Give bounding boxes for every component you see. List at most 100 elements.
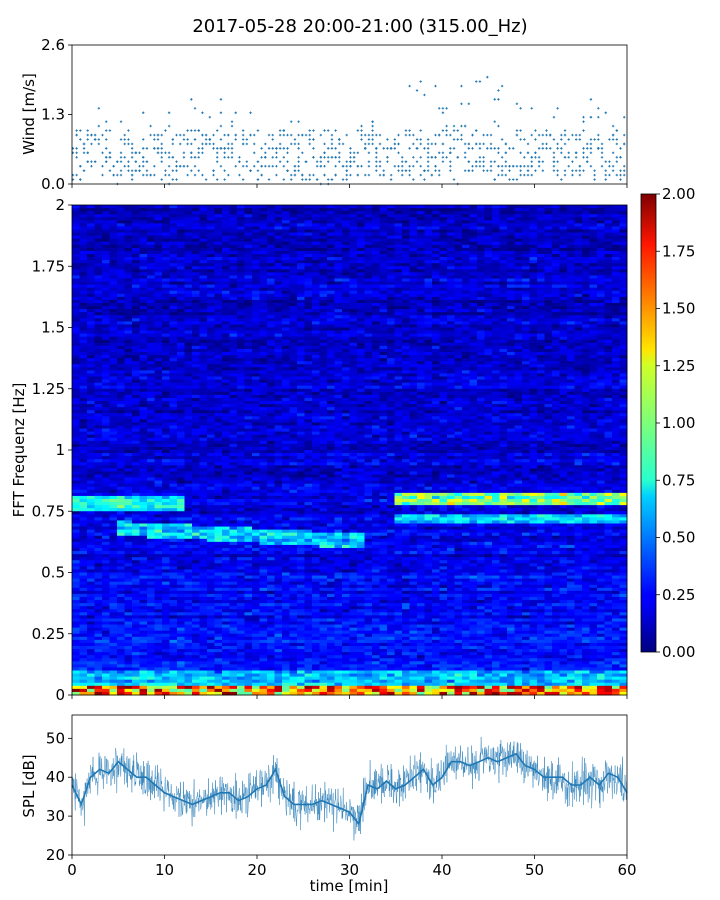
spectrogram-cell bbox=[109, 241, 118, 246]
spectrogram-cell bbox=[574, 355, 583, 359]
spectrogram-cell bbox=[514, 348, 523, 353]
spectrogram-cell bbox=[559, 226, 568, 230]
spectrogram-cell bbox=[402, 229, 410, 233]
spectrogram-cell bbox=[79, 287, 88, 292]
spectrogram-cell bbox=[319, 232, 328, 237]
wind-point bbox=[308, 138, 311, 141]
spectrogram-cell bbox=[372, 352, 380, 356]
spectrogram-cell bbox=[244, 254, 253, 258]
spectrogram-cell bbox=[244, 348, 253, 353]
spectrogram-cell bbox=[169, 254, 178, 258]
spectrogram-cell bbox=[372, 358, 380, 362]
spectrogram-cell bbox=[267, 269, 275, 273]
spectrogram-cell bbox=[177, 367, 185, 371]
spectrogram-cell bbox=[417, 275, 425, 279]
spectrogram-cell bbox=[394, 293, 403, 298]
spectrogram-cell bbox=[222, 269, 230, 273]
spectrogram-cell bbox=[394, 364, 403, 368]
spectrogram-cell bbox=[132, 352, 140, 356]
spectrogram-cell bbox=[529, 269, 538, 273]
spectrogram-cell bbox=[439, 241, 448, 246]
spectrogram-cell bbox=[87, 281, 95, 286]
spectrogram-cell bbox=[477, 235, 485, 240]
spectrogram-cell bbox=[417, 324, 425, 328]
wind-point bbox=[367, 164, 371, 168]
spectrogram-cell bbox=[192, 247, 200, 252]
spectrogram-cell bbox=[79, 208, 88, 212]
spectrogram-cell bbox=[297, 370, 305, 374]
wind-point bbox=[597, 138, 600, 141]
spectrogram-cell bbox=[357, 309, 365, 313]
spectrogram-cell bbox=[574, 211, 583, 215]
spectrogram-cell bbox=[267, 244, 275, 249]
spectrogram-cell bbox=[507, 208, 515, 212]
wind-point bbox=[164, 169, 167, 172]
spectrogram-cell bbox=[87, 330, 95, 335]
spectrogram-cell bbox=[124, 214, 133, 218]
spectrogram-cell bbox=[409, 309, 418, 313]
wind-point bbox=[97, 107, 101, 110]
spectrogram-cell bbox=[132, 296, 140, 301]
spectrogram-cell bbox=[529, 318, 538, 322]
spectrogram-cell bbox=[544, 232, 553, 237]
spectrogram-cell bbox=[117, 260, 125, 264]
spectrogram-cell bbox=[244, 260, 253, 264]
spectrogram-cell bbox=[252, 361, 260, 365]
wind-point bbox=[382, 147, 385, 150]
wind-point bbox=[119, 160, 123, 163]
wind-point bbox=[293, 169, 297, 172]
spectrogram-cell bbox=[259, 269, 268, 273]
spectrogram-cell bbox=[394, 260, 403, 264]
spectrogram-cell bbox=[282, 217, 290, 221]
spectrogram-cell bbox=[559, 284, 568, 289]
spectrogram-cell bbox=[132, 278, 140, 282]
spectrogram-cell bbox=[184, 260, 193, 264]
spectrogram-cell bbox=[177, 223, 185, 227]
spectrogram-cell bbox=[364, 235, 373, 240]
spectrogram-cell bbox=[454, 257, 463, 261]
spectrogram-cell bbox=[394, 284, 403, 289]
spectrogram-cell bbox=[147, 287, 155, 292]
spectrogram-cell bbox=[244, 205, 253, 209]
wind-point bbox=[204, 138, 208, 141]
spectrogram-cell bbox=[357, 290, 365, 295]
spectrogram-cell bbox=[349, 306, 358, 310]
spectrogram-cell bbox=[319, 272, 328, 276]
spectrogram-cell bbox=[597, 278, 605, 282]
spectrogram-cell bbox=[492, 327, 500, 331]
spectrogram-cell bbox=[364, 361, 373, 365]
spectrogram-cell bbox=[439, 211, 448, 215]
spectrogram-cell bbox=[289, 260, 298, 264]
spectrogram-cell bbox=[492, 220, 500, 224]
spectrogram-cell bbox=[619, 211, 628, 215]
spectrogram-cell bbox=[582, 211, 590, 215]
spectrogram-cell bbox=[132, 217, 140, 221]
spectrogram-cell bbox=[79, 220, 88, 224]
spectrogram-cell bbox=[462, 296, 470, 301]
wind-point bbox=[167, 164, 171, 168]
spectrogram-cell bbox=[162, 324, 170, 328]
spectrogram-cell bbox=[267, 321, 275, 325]
spectrogram-cell bbox=[447, 309, 455, 313]
spectrogram-cell bbox=[462, 269, 470, 273]
wind-point bbox=[79, 178, 82, 181]
wind-point bbox=[223, 169, 226, 172]
spectrogram-cell bbox=[454, 358, 463, 362]
spectrogram-cell bbox=[282, 260, 290, 264]
spectrogram-cell bbox=[102, 348, 110, 353]
spectrogram-cell bbox=[612, 269, 620, 273]
spectrogram-cell bbox=[372, 333, 380, 338]
spectrogram-cell bbox=[229, 214, 238, 218]
wind-point bbox=[79, 129, 82, 132]
wind-point bbox=[93, 133, 97, 137]
wind-point bbox=[600, 156, 604, 159]
spectrogram-cell bbox=[357, 223, 365, 227]
spectrogram-cell bbox=[582, 290, 590, 295]
spectrogram-cell bbox=[499, 327, 508, 331]
spectrogram-cell bbox=[304, 367, 313, 371]
spectrogram-cell bbox=[454, 348, 463, 353]
wind-point bbox=[408, 173, 411, 177]
spectrogram-cell bbox=[567, 229, 575, 233]
spectrogram-cell bbox=[244, 247, 253, 252]
spectrogram-cell bbox=[619, 284, 628, 289]
